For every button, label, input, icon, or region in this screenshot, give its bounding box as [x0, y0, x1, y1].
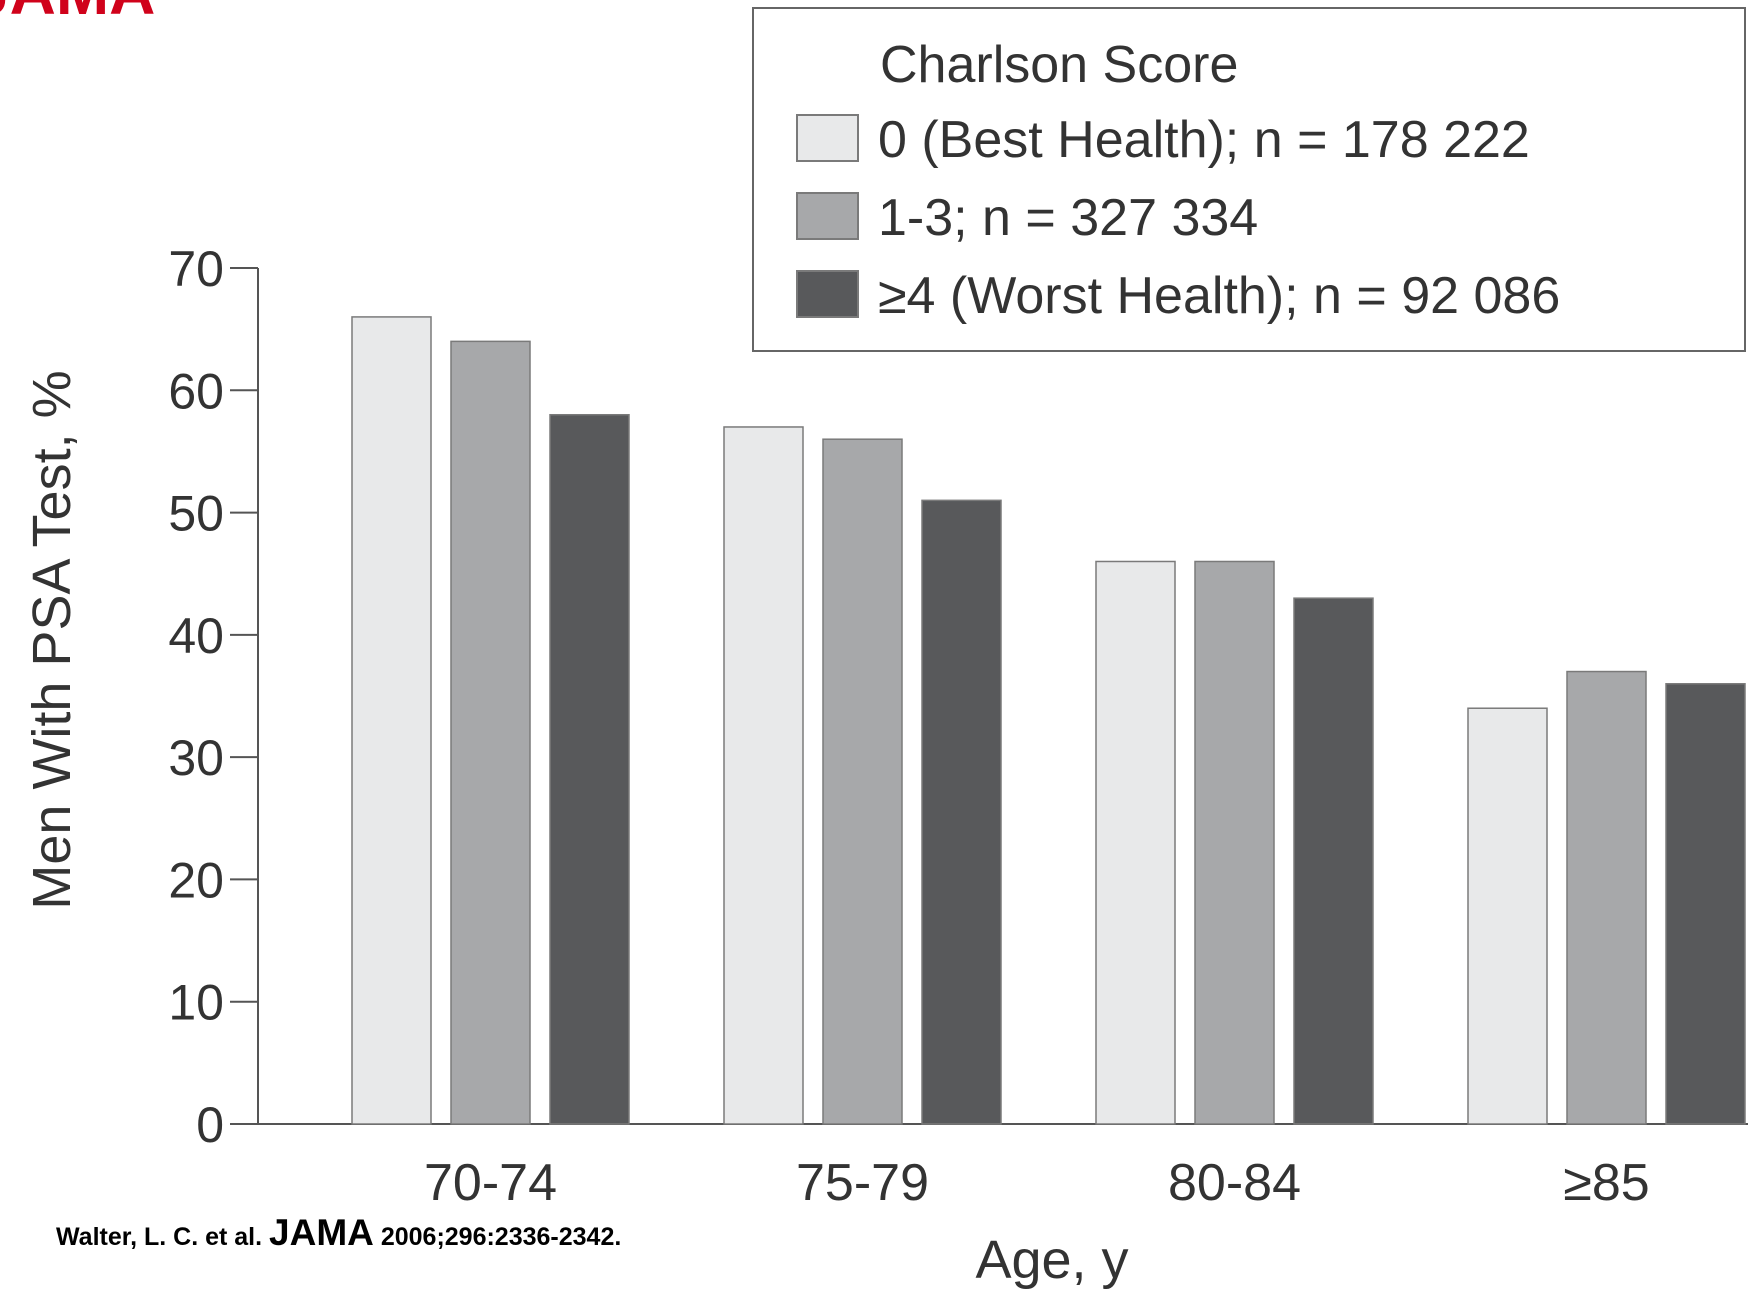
bar-80-84-series-0 — [1095, 560, 1176, 1125]
legend-label-1: 1-3; n = 327 334 — [878, 189, 1258, 247]
plot-area: 0 10 20 30 40 50 60 70 70-74 75-79 80-84 ≥85 — [168, 241, 1748, 1212]
y-tick-label: 30 — [168, 730, 224, 786]
bar-80-84-series-1 — [1194, 560, 1275, 1125]
citation-journal: JAMA — [269, 1212, 374, 1253]
bar-80-84-series-2 — [1293, 597, 1374, 1125]
x-axis-title: Age, y — [975, 1230, 1128, 1290]
legend: Charlson Score 0 (Best Health); n = 178 … — [752, 7, 1746, 352]
bar-70-74-series-2 — [549, 413, 630, 1125]
x-tick-label: 80-84 — [1168, 1154, 1301, 1212]
bar-70-74-series-0 — [351, 316, 432, 1125]
legend-items: 0 (Best Health); n = 178 222 1-3; n = 327… — [796, 111, 1560, 325]
journal-logo: JAMA — [0, 0, 155, 28]
x-tick-label: 70-74 — [424, 1154, 557, 1212]
bar-≥85-series-1 — [1566, 670, 1647, 1125]
citation-reference: 2006;296:2336-2342. — [380, 1223, 622, 1251]
y-tick-label: 40 — [168, 608, 224, 664]
x-tick-label: 75-79 — [796, 1154, 929, 1212]
legend-swatch-2 — [796, 270, 859, 318]
legend-box — [752, 7, 1746, 352]
bars — [351, 316, 1746, 1125]
x-tick-label: ≥85 — [1563, 1154, 1649, 1212]
legend-swatch-1 — [796, 192, 859, 240]
y-tick-label: 0 — [196, 1097, 224, 1153]
legend-title: Charlson Score — [880, 36, 1238, 94]
bar-75-79-series-2 — [921, 499, 1002, 1125]
bar-75-79-series-0 — [723, 426, 804, 1125]
legend-label-2: ≥4 (Worst Health); n = 92 086 — [878, 267, 1560, 325]
citation: Walter, L. C. et al. JAMA 2006;296:2336-… — [56, 1212, 621, 1254]
y-tick-label: 60 — [168, 363, 224, 419]
y-tick-label: 20 — [168, 852, 224, 908]
bar-75-79-series-1 — [822, 438, 903, 1125]
y-tick-label: 10 — [168, 975, 224, 1031]
bar-≥85-series-2 — [1665, 683, 1746, 1125]
y-axis-ticks: 0 10 20 30 40 50 60 70 — [168, 241, 258, 1153]
legend-label-0: 0 (Best Health); n = 178 222 — [878, 111, 1530, 169]
y-tick-label: 50 — [168, 486, 224, 542]
x-axis-labels: 70-74 75-79 80-84 ≥85 — [424, 1154, 1650, 1212]
citation-authors: Walter, L. C. et al. — [56, 1223, 263, 1251]
y-tick-label: 70 — [168, 241, 224, 297]
bar-≥85-series-0 — [1467, 707, 1548, 1125]
legend-swatch-0 — [796, 114, 859, 162]
y-axis-title: Men With PSA Test, % — [22, 370, 82, 909]
bar-70-74-series-1 — [450, 340, 531, 1125]
